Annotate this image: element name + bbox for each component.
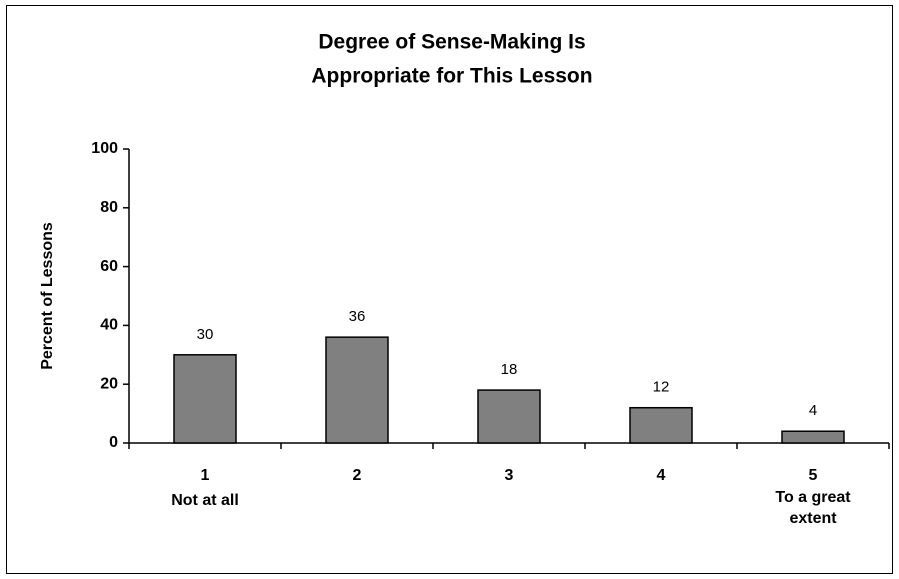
- y-tick-label: 80: [100, 199, 118, 216]
- x-tick-label: 2: [353, 467, 362, 484]
- y-axis-label: Percent of Lessons: [39, 222, 56, 370]
- chart-title: Appropriate for This Lesson: [311, 65, 592, 88]
- y-tick-label: 20: [100, 375, 118, 392]
- y-tick-label: 100: [91, 140, 118, 157]
- value-label: 18: [501, 361, 518, 378]
- x-tick-label: 1: [201, 467, 210, 484]
- bar: [781, 430, 845, 444]
- bar: [477, 389, 541, 444]
- value-label: 4: [809, 402, 817, 419]
- value-label: 36: [349, 308, 366, 325]
- y-tick-label: 60: [100, 258, 118, 275]
- bar: [325, 336, 389, 444]
- value-label: 30: [197, 326, 214, 343]
- x-tick-label: 5: [809, 467, 818, 484]
- bar: [173, 354, 237, 444]
- y-tick-label: 40: [100, 317, 118, 334]
- category-description: Not at all: [171, 492, 239, 509]
- category-description: To a great extent: [775, 489, 851, 527]
- chart-title: Degree of Sense-Making Is: [318, 31, 585, 54]
- value-label: 12: [653, 379, 670, 396]
- x-tick-label: 4: [657, 467, 666, 484]
- x-tick-label: 3: [505, 467, 514, 484]
- chart-border: [6, 5, 893, 574]
- bar: [629, 406, 693, 444]
- y-tick-label: 0: [109, 434, 118, 451]
